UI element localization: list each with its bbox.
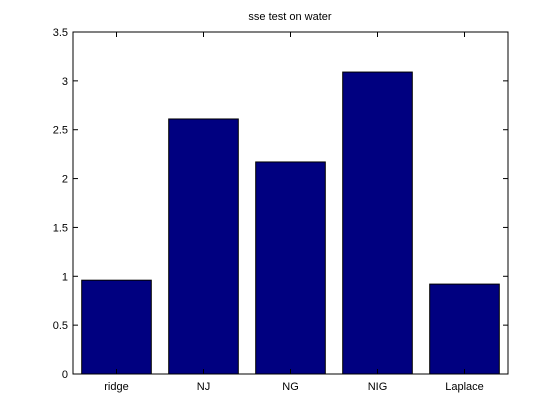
y-tick-label: 2.5 (53, 125, 68, 137)
bar-nj (168, 118, 239, 375)
y-tick-label: 0 (62, 369, 68, 381)
bar-nig (342, 71, 413, 375)
x-tick-label-nig: NIG (368, 381, 388, 393)
y-tick-label: 2 (62, 174, 68, 186)
x-ticks-group: ridge NJ NG NIG Laplace (104, 32, 484, 393)
y-tick-label: 1.5 (53, 222, 68, 234)
x-tick-label-ng: NG (282, 381, 299, 393)
y-tick-label: 1 (62, 271, 68, 283)
x-tick-label-nj: NJ (197, 381, 210, 393)
x-tick-label-laplace: Laplace (445, 381, 484, 393)
bar-ridge (81, 279, 152, 375)
chart-title: sse test on water (248, 11, 331, 23)
y-tick-label: 0.5 (53, 320, 68, 332)
bar-laplace (429, 283, 500, 375)
bars-group (81, 71, 500, 375)
y-ticks-group: 0 0.5 1 1.5 2 2.5 3 3.5 (53, 27, 508, 381)
x-tick-label-ridge: ridge (104, 381, 128, 393)
y-tick-label: 3.5 (53, 27, 68, 39)
bar-ng (255, 161, 326, 375)
y-tick-label: 3 (62, 76, 68, 88)
